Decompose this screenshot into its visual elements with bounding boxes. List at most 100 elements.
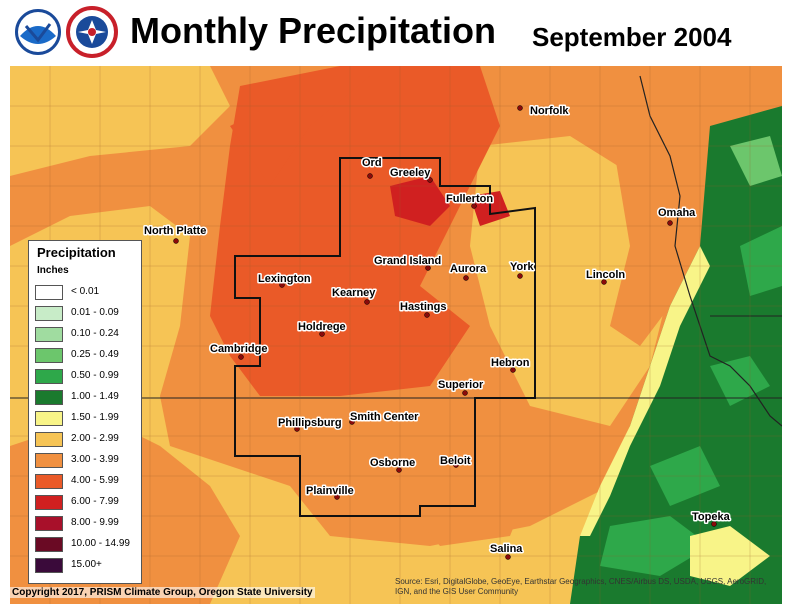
legend-swatch — [35, 306, 63, 321]
city-label: Plainville — [306, 485, 354, 497]
city-dot — [367, 173, 373, 179]
legend-item: 0.01 - 0.09 — [35, 306, 139, 321]
copyright-notice: Copyright 2017, PRISM Climate Group, Ore… — [10, 587, 315, 598]
city-label: Phillipsburg — [278, 417, 342, 429]
legend-swatch — [35, 516, 63, 531]
highlighted-region-outline — [234, 157, 536, 517]
legend-label: 2.00 - 2.99 — [71, 433, 119, 444]
city-dot — [517, 273, 523, 279]
city-label: Lexington — [258, 273, 311, 285]
legend-item: 4.00 - 5.99 — [35, 474, 139, 489]
city-label: Salina — [490, 543, 523, 555]
city-dot — [471, 203, 477, 209]
legend-swatch — [35, 432, 63, 447]
city-label: Kearney — [332, 287, 376, 299]
legend-item: 0.50 - 0.99 — [35, 369, 139, 384]
precip-zone-6-8in-greeley — [390, 176, 450, 226]
city-dot — [319, 331, 325, 337]
legend-item: 0.10 - 0.24 — [35, 327, 139, 342]
legend-swatch — [35, 495, 63, 510]
legend-swatch — [35, 369, 63, 384]
legend-label: 0.01 - 0.09 — [71, 307, 119, 318]
legend-swatch — [35, 348, 63, 363]
city-dot — [427, 177, 433, 183]
city-label: Cambridge — [210, 343, 267, 355]
map-source-credit: Source: Esri, DigitalGlobe, GeoEye, Eart… — [395, 577, 767, 596]
legend-swatch — [35, 453, 63, 468]
legend-swatch — [35, 285, 63, 300]
city-label: Grand Island — [374, 255, 441, 267]
city-label: Superior — [438, 379, 484, 391]
legend-item: 1.50 - 1.99 — [35, 411, 139, 426]
city-label: Norfolk — [530, 105, 569, 117]
header: Monthly Precipitation September 2004 — [0, 0, 792, 66]
legend-label: 0.10 - 0.24 — [71, 328, 119, 339]
city-dot — [667, 220, 673, 226]
legend-swatch — [35, 411, 63, 426]
city-dot — [425, 265, 431, 271]
missouri-river-border — [639, 75, 782, 427]
city-dot — [334, 494, 340, 500]
legend-swatch — [35, 390, 63, 405]
legend-item: < 0.01 — [35, 285, 139, 300]
legend-label: 10.00 - 14.99 — [71, 538, 130, 549]
legend-swatch — [35, 558, 63, 573]
noaa-logo — [13, 7, 63, 57]
city-label: York — [510, 261, 535, 273]
city-dot — [173, 238, 179, 244]
city-label: Beloit — [440, 455, 471, 467]
city-label: North Platte — [144, 225, 206, 237]
legend-title: Precipitation — [37, 245, 116, 260]
city-markers: Norfolk Ord Greeley Fullerton Omaha North Pla… — [143, 104, 732, 560]
city-label: Smith Center — [350, 411, 419, 423]
legend-item: 15.00+ — [35, 558, 139, 573]
city-dot — [462, 390, 468, 396]
city-label: Fullerton — [446, 193, 493, 205]
city-label: Holdrege — [298, 321, 346, 333]
legend-item: 3.00 - 3.99 — [35, 453, 139, 468]
city-dot — [463, 275, 469, 281]
legend-swatch — [35, 327, 63, 342]
city-label: Omaha — [658, 207, 696, 219]
legend-label: 1.00 - 1.49 — [71, 391, 119, 402]
city-dot — [279, 282, 285, 288]
legend: Precipitation Inches < 0.01 0.01 - 0.09 0.… — [28, 240, 142, 584]
map-title: Monthly Precipitation — [130, 10, 497, 51]
city-dot — [364, 299, 370, 305]
city-label: Ord — [362, 157, 382, 169]
precip-zone-1-1.5in — [570, 106, 782, 604]
legend-item: 6.00 - 7.99 — [35, 495, 139, 510]
city-dot — [238, 354, 244, 360]
precip-zone-0.5-1in-c — [600, 516, 710, 576]
city-dot — [453, 462, 459, 468]
city-label: Topeka — [692, 511, 731, 523]
city-dot — [711, 521, 717, 527]
legend-swatch — [35, 537, 63, 552]
precip-zone-2-3in-east — [470, 136, 670, 426]
legend-label: 4.00 - 5.99 — [71, 475, 119, 486]
city-label: Hebron — [491, 357, 530, 369]
legend-units: Inches — [37, 265, 69, 276]
legend-item: 1.00 - 1.49 — [35, 390, 139, 405]
legend-label: < 0.01 — [71, 286, 100, 297]
city-dot — [396, 467, 402, 473]
legend-item: 8.00 - 9.99 — [35, 516, 139, 531]
legend-label: 0.25 - 0.49 — [71, 349, 119, 360]
city-dot — [517, 105, 523, 111]
precip-zone-1.5-2in-band — [580, 246, 710, 536]
city-dot — [505, 554, 511, 560]
legend-label: 6.00 - 7.99 — [71, 496, 119, 507]
legend-label: 1.50 - 1.99 — [71, 412, 119, 423]
city-dot — [349, 419, 355, 425]
county-lines — [10, 66, 782, 604]
city-dot — [601, 279, 607, 285]
precip-zone-0.5-1in-d — [740, 226, 782, 296]
nws-logo — [66, 6, 118, 58]
precip-zone-2-3in-north — [10, 66, 230, 176]
city-label: Greeley — [390, 167, 431, 179]
legend-swatch — [35, 474, 63, 489]
city-label: Hastings — [400, 301, 446, 313]
map-subtitle: September 2004 — [532, 22, 732, 52]
legend-item: 0.25 - 0.49 — [35, 348, 139, 363]
city-label: Aurora — [450, 263, 487, 275]
